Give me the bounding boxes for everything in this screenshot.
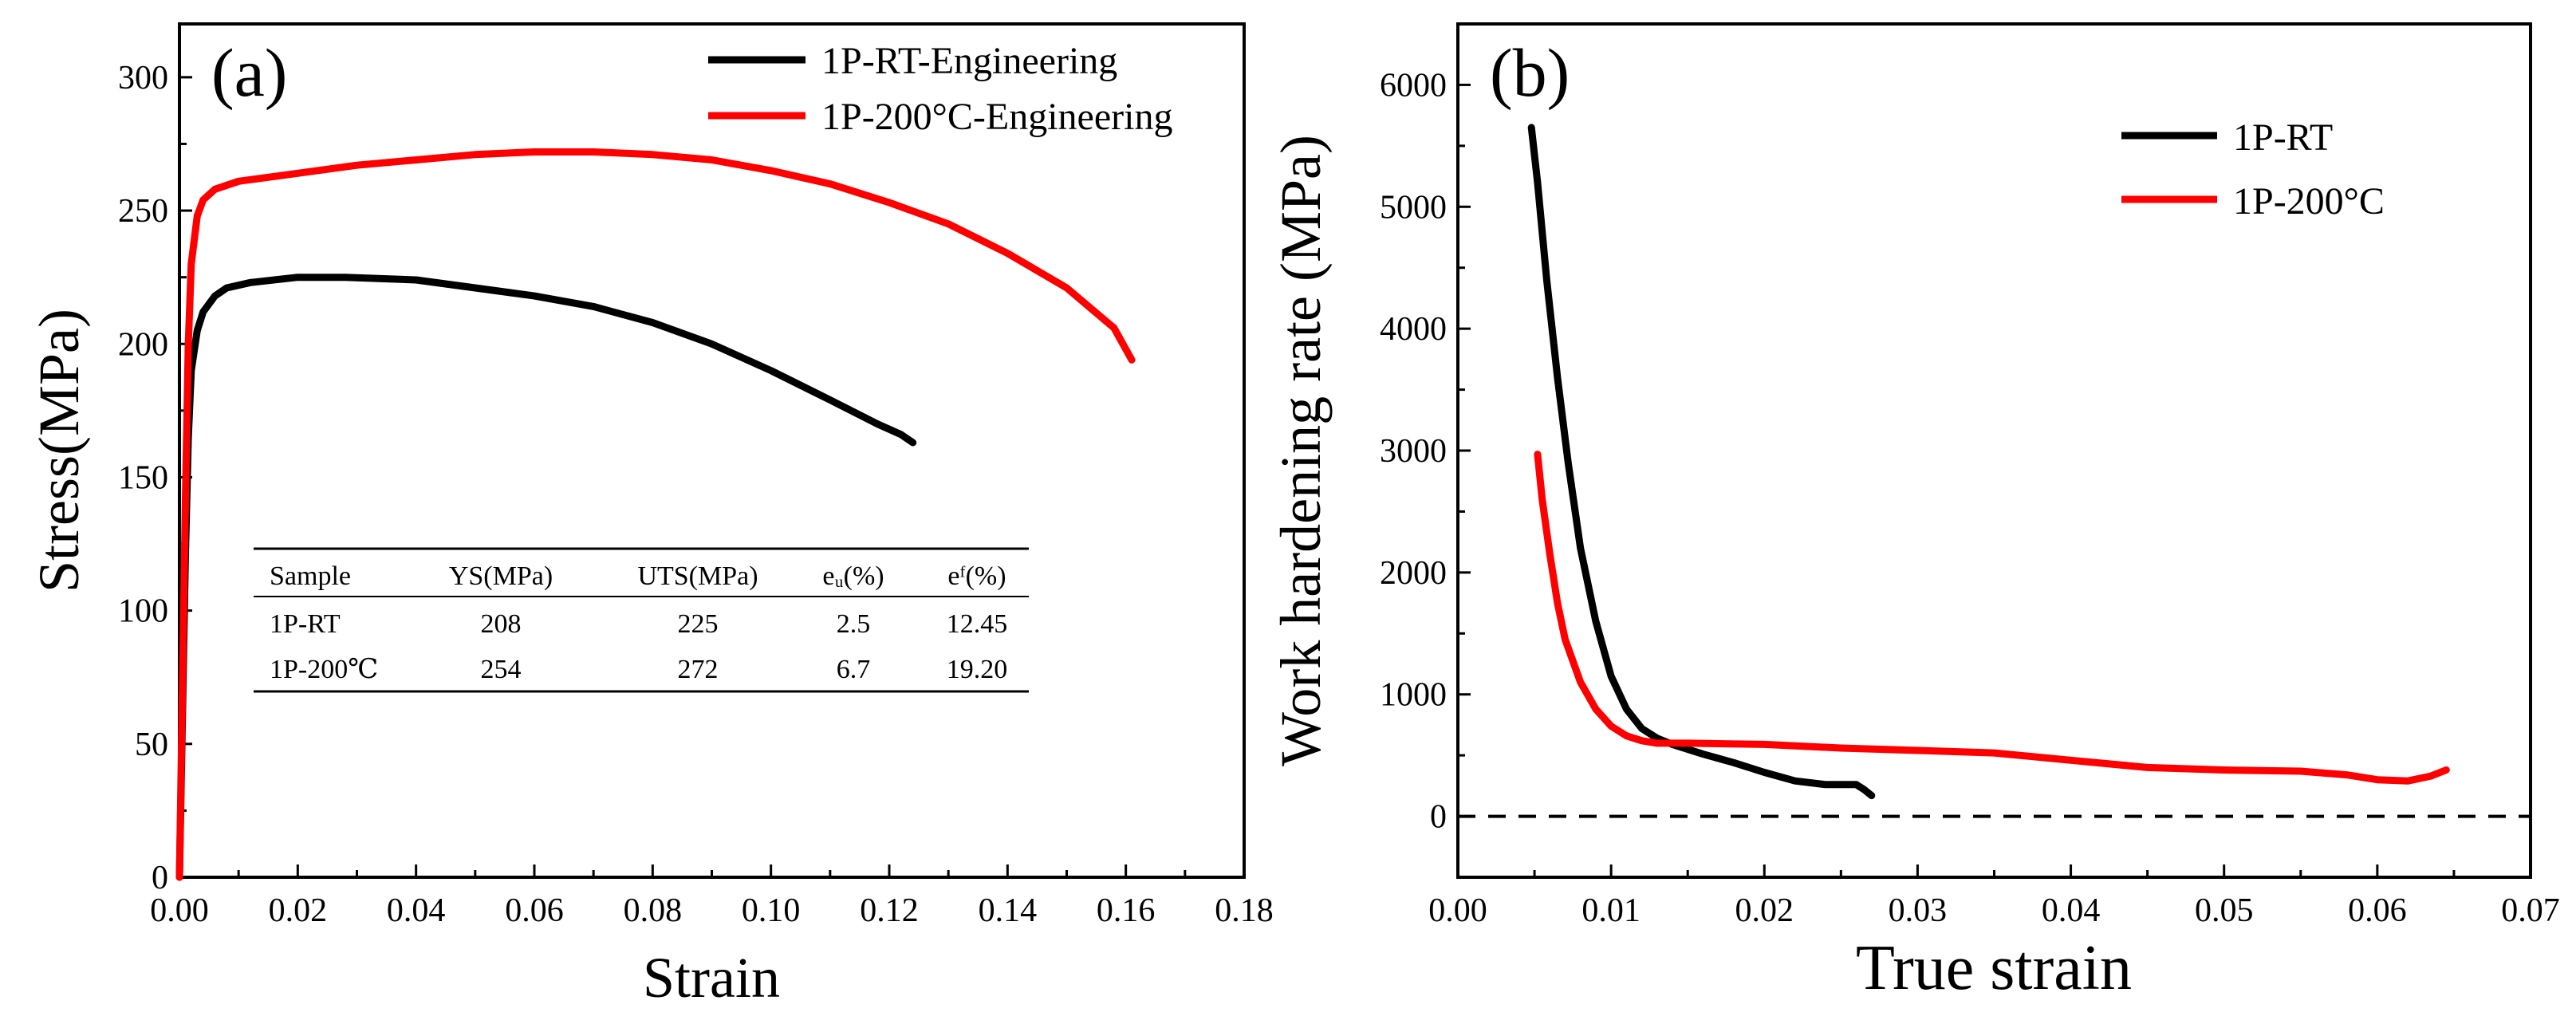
panel-a-legend-label-200c: 1P-200°C-Engineering [821, 96, 1172, 138]
y-tick-label: 6000 [1380, 67, 1447, 104]
panel-a-x-ticks: 0.00 0.02 0.04 0.06 0.08 0.10 0.12 0.14 0.16 0.18 [150, 864, 1274, 929]
panel-b-plot-frame [1456, 22, 2532, 879]
x-tick-label: 0.00 [150, 892, 209, 929]
panel-b-y-ticks: 0 1000 2000 3000 4000 5000 6000 [1380, 67, 1471, 836]
x-tick-label: 0.18 [1215, 892, 1274, 929]
x-tick-label: 0.12 [860, 892, 919, 929]
panel-b-legend-label-rt: 1P-RT [2233, 116, 2333, 159]
panel-b-x-ticks: 0.00 0.01 0.02 0.03 0.04 0.05 0.06 0.07 [1428, 864, 2560, 929]
table-cell-r0-eu: 2.5 [837, 609, 871, 639]
panel-a-series-lines [175, 148, 1136, 881]
panel-a-y-axis-title: Stress(MPa) [27, 309, 91, 593]
table-cell-r1-sample: 1P-200℃ [270, 655, 378, 684]
table-cell-r0-uts: 225 [678, 609, 719, 639]
series-line-1p-rt [1527, 124, 1876, 800]
y-tick-label: 2000 [1380, 555, 1447, 592]
y-tick-label: 50 [135, 727, 168, 763]
table-cell-r1-eu: 6.7 [837, 655, 871, 684]
x-tick-label: 0.02 [1735, 892, 1794, 929]
x-tick-label: 0.16 [1097, 892, 1156, 929]
panel-a-plot-frame [178, 22, 1246, 879]
series-line-1p-200-c-engineering [175, 148, 1136, 881]
x-tick-label: 0.04 [2042, 892, 2101, 929]
panel-b: 0.00 0.01 0.02 0.03 0.04 0.05 0.06 0.07 0 1000 20… [1269, 22, 2560, 1003]
y-tick-label: 0 [1430, 799, 1447, 836]
table-cell-r1-ef: 19.20 [947, 655, 1008, 684]
y-tick-label: 0 [152, 860, 168, 896]
y-tick-label: 3000 [1380, 433, 1447, 470]
y-tick-label: 100 [118, 593, 168, 630]
table-header-ys: YS(MPa) [449, 561, 553, 591]
x-tick-label: 0.04 [387, 892, 446, 929]
x-tick-label: 0.06 [2348, 892, 2407, 929]
panel-a: 0.00 0.02 0.04 0.06 0.08 0.10 0.12 0.14 0.16 0.18… [27, 22, 1274, 1010]
y-tick-label: 4000 [1380, 311, 1447, 348]
y-tick-label: 5000 [1380, 189, 1447, 226]
panel-a-inset-table: Sample YS(MPa) UTS(MPa) eᵤ(%) eᶠ(%) 1P-R… [254, 547, 1029, 693]
y-tick-label: 150 [118, 459, 168, 496]
panel-a-x-axis-title: Strain [643, 946, 780, 1010]
x-tick-label: 0.07 [2501, 892, 2560, 929]
panel-b-x-axis-title: True strain [1856, 933, 2132, 1003]
y-tick-label: 1000 [1380, 677, 1447, 714]
x-tick-label: 0.10 [742, 892, 801, 929]
y-tick-label: 250 [118, 193, 168, 230]
panel-a-label: (a) [211, 34, 287, 111]
x-tick-label: 0.02 [269, 892, 328, 929]
panel-a-legend-label-rt: 1P-RT-Engineering [821, 40, 1117, 82]
y-tick-label: 300 [118, 60, 168, 96]
panel-b-legend-label-200c: 1P-200°C [2233, 180, 2385, 223]
x-tick-label: 0.14 [979, 892, 1038, 929]
x-tick-label: 0.06 [505, 892, 564, 929]
table-header-sample: Sample [270, 561, 351, 591]
series-line-1p-200-c [1534, 451, 2450, 785]
x-tick-label: 0.08 [624, 892, 683, 929]
table-cell-r0-ef: 12.45 [947, 609, 1008, 639]
table-header-ef: eᶠ(%) [947, 561, 1006, 591]
panel-b-legend: 1P-RT 1P-200°C [2121, 116, 2385, 223]
table-cell-r1-ys: 254 [481, 655, 522, 684]
panel-b-y-axis-title: Work hardening rate (MPa) [1269, 135, 1333, 766]
table-cell-r0-sample: 1P-RT [270, 609, 341, 639]
table-header-eu: eᵤ(%) [822, 561, 884, 591]
panel-b-series-lines [1527, 124, 2450, 800]
table-cell-r1-uts: 272 [678, 655, 719, 684]
table-header-uts: UTS(MPa) [637, 561, 758, 591]
x-tick-label: 0.00 [1428, 892, 1487, 929]
x-tick-label: 0.03 [1889, 892, 1948, 929]
y-tick-label: 200 [118, 326, 168, 363]
x-tick-label: 0.01 [1581, 892, 1641, 929]
panel-a-legend: 1P-RT-Engineering 1P-200°C-Engineering [708, 40, 1172, 138]
panel-b-label: (b) [1490, 34, 1570, 111]
x-tick-label: 0.05 [2195, 892, 2254, 929]
table-cell-r0-ys: 208 [481, 609, 522, 639]
